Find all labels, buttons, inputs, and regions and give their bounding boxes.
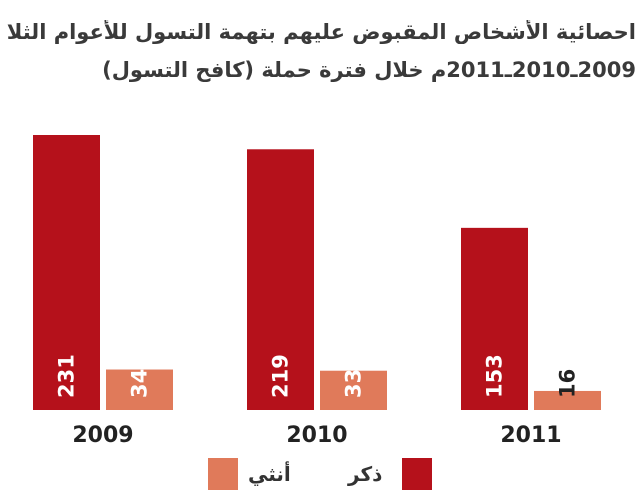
legend-swatch-female <box>208 458 238 490</box>
chart-title-line-2: 2009ـ2010ـ2011م خلال فترة حملة (كافح الت… <box>102 58 636 82</box>
bar-female-2010 <box>320 370 387 410</box>
legend-label-male: ذكر <box>348 462 383 486</box>
data-label-female-2009: 34 <box>128 369 152 398</box>
bar-female-2009 <box>106 369 173 410</box>
data-label-female-2010: 33 <box>342 369 366 398</box>
x-tick-label-2009: 2009 <box>72 423 133 448</box>
legend-label-female: أنثي <box>248 462 291 486</box>
data-label-male-2009: 231 <box>55 354 79 398</box>
bar-female-2011 <box>534 390 601 410</box>
chart-plot: 231 34 2009 219 33 2010 153 16 2011 <box>33 135 601 448</box>
chart-title-line-1: احصائية الأشخاص المقبوض عليهم بتهمة التس… <box>6 20 636 44</box>
x-tick-label-2011: 2011 <box>500 423 561 448</box>
bar-male-2011 <box>461 227 528 410</box>
data-label-male-2011: 153 <box>483 354 507 398</box>
data-label-male-2010: 219 <box>269 354 293 398</box>
x-tick-label-2010: 2010 <box>286 423 347 448</box>
legend-swatch-male <box>402 458 432 490</box>
data-label-female-2011: 16 <box>556 369 580 398</box>
bar-male-2010 <box>247 149 314 411</box>
bar-male-2009 <box>33 135 100 410</box>
chart-legend: أنثي ذكر <box>200 458 460 494</box>
